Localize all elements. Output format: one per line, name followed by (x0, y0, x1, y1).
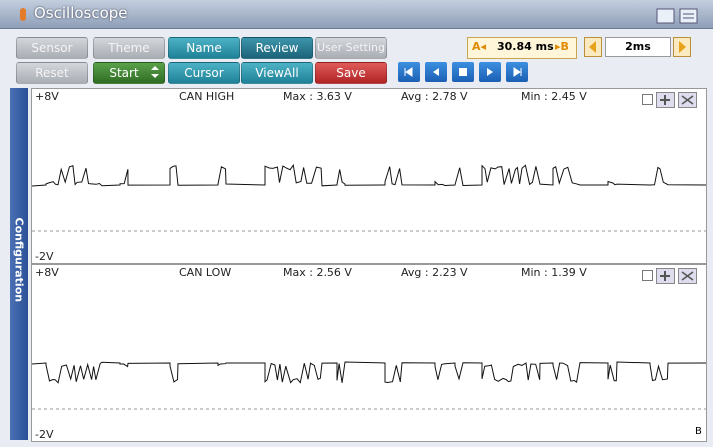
reset-button[interactable]: Reset (16, 62, 88, 84)
waveform (32, 361, 706, 384)
theme-button[interactable]: Theme (93, 37, 165, 59)
window-title: Oscilloscope (34, 4, 128, 22)
trace-area (32, 268, 706, 410)
timebase-field[interactable]: 2ms (605, 37, 671, 57)
channel-top: +8V (35, 90, 59, 103)
app-icon (20, 8, 26, 21)
channel-panel: +8V CAN HIGH Max : 3.63 V Avg : 2.78 V Min :… (31, 88, 707, 264)
name-button[interactable]: Name (168, 37, 240, 59)
start-spinner-icon (151, 66, 159, 78)
cursor-button[interactable]: Cursor (168, 62, 240, 84)
channel-min: Min : 2.45 V (521, 90, 587, 103)
channel-top: +8V (35, 266, 59, 279)
configuration-tab[interactable]: Configuration (10, 88, 28, 440)
review-button[interactable]: Review (241, 37, 313, 59)
timebase-up[interactable] (673, 37, 691, 57)
panel-controls[interactable] (642, 268, 697, 284)
window-controls[interactable] (656, 8, 700, 24)
sensor-button[interactable]: Sensor (16, 37, 88, 59)
channel-avg: Avg : 2.78 V (401, 90, 468, 103)
cursor-b[interactable]: ▸B (555, 40, 569, 53)
save-button[interactable]: Save (315, 62, 387, 84)
timebase-down[interactable] (584, 37, 602, 57)
channel-max: Max : 2.56 V (283, 266, 352, 279)
waveform (32, 163, 706, 187)
prev-button[interactable] (425, 62, 447, 82)
last-button[interactable] (506, 62, 528, 82)
cursor-a[interactable]: A◂ (472, 40, 487, 53)
stop-button[interactable] (452, 62, 474, 82)
channel-max: Max : 3.63 V (283, 90, 352, 103)
channel-avg: Avg : 2.23 V (401, 266, 468, 279)
user-setting-button[interactable]: User Setting (315, 37, 387, 59)
channel-bottom: -2V (35, 250, 54, 263)
next-button[interactable] (479, 62, 501, 82)
cursor-box (467, 37, 577, 59)
cursor-delta: 30.84 ms (497, 40, 554, 53)
panel-controls[interactable] (642, 92, 697, 108)
channel-panel: +8V CAN LOW Max : 2.56 V Avg : 2.23 V Min : … (31, 264, 707, 442)
channel-name: CAN HIGH (179, 90, 235, 103)
corner-label: B (695, 426, 702, 437)
trace-area (32, 92, 706, 232)
channel-name: CAN LOW (179, 266, 232, 279)
viewall-button[interactable]: ViewAll (241, 62, 313, 84)
title-bar (0, 0, 713, 29)
configuration-label: Configuration (12, 217, 26, 303)
channel-min: Min : 1.39 V (521, 266, 587, 279)
channel-bottom: -2V (35, 428, 54, 441)
first-button[interactable] (398, 62, 420, 82)
start-button[interactable]: Start (93, 62, 165, 84)
